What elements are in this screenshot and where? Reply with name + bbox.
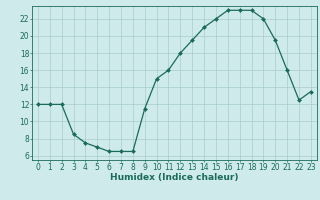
X-axis label: Humidex (Indice chaleur): Humidex (Indice chaleur) [110,173,239,182]
